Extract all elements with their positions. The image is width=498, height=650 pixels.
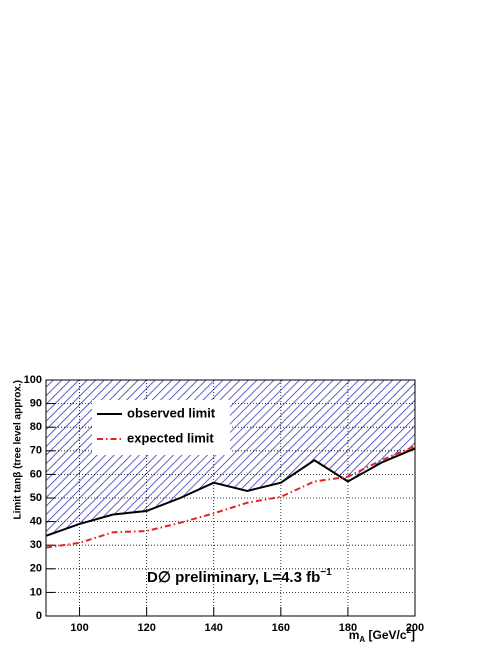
y-tick-label: 10 xyxy=(30,586,42,598)
y-tick-label: 80 xyxy=(30,421,42,433)
annotation-text: D∅ preliminary, L=4.3 fb xyxy=(147,569,320,586)
y-tick-label: 100 xyxy=(24,374,42,386)
x-tick-label: 160 xyxy=(272,622,290,634)
x-axis-label-part: [GeV/c xyxy=(365,628,407,642)
series-line xyxy=(45,447,416,537)
x-tick-label: 200 xyxy=(406,622,424,634)
legend-label: observed limit xyxy=(127,405,216,420)
x-tick-label: 140 xyxy=(205,622,223,634)
y-tick-label: 20 xyxy=(30,563,42,575)
y-tick-label: 90 xyxy=(30,398,42,410)
x-axis-label-part: A xyxy=(359,635,365,644)
x-tick-label: 100 xyxy=(70,622,88,634)
legend-box xyxy=(92,400,230,455)
x-axis-label: mA [GeV/c2] xyxy=(349,626,415,644)
y-tick-label: 60 xyxy=(30,468,42,480)
legend-label: expected limit xyxy=(127,430,214,445)
y-tick-label: 0 xyxy=(36,610,42,622)
y-tick-label: 30 xyxy=(30,539,42,551)
x-axis-label-part: 2 xyxy=(407,626,412,635)
y-axis-label: Limit tanβ (tree level approx.) xyxy=(13,380,24,519)
y-tick-label: 70 xyxy=(30,445,42,457)
x-axis-label-part: ] xyxy=(411,628,415,642)
annotation-sup: −1 xyxy=(320,567,332,578)
plot-frame xyxy=(45,379,416,617)
x-tick-label: 180 xyxy=(339,622,357,634)
y-tick-label: 40 xyxy=(30,516,42,528)
annotation: D∅ preliminary, L=4.3 fb−1 xyxy=(147,567,332,586)
y-tick-label: 50 xyxy=(30,492,42,504)
x-tick-label: 120 xyxy=(137,622,155,634)
x-axis-label-part: m xyxy=(349,628,360,642)
series-line xyxy=(45,445,416,549)
